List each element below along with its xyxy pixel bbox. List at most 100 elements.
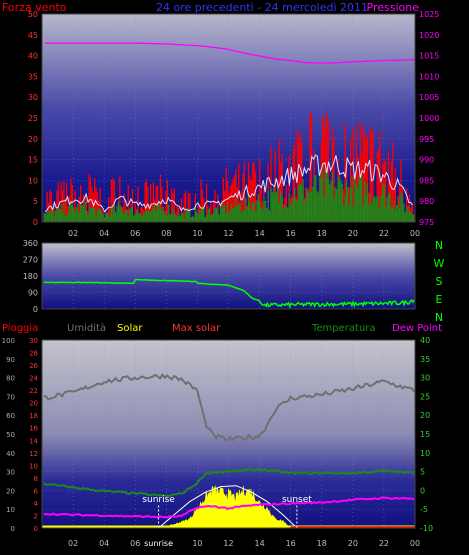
tick-label-rain: 4 [34, 500, 39, 508]
tick-label-pressure: 1015 [419, 52, 439, 61]
tick-label-wind: 15 [28, 156, 38, 165]
tick-label-temperature: 5 [420, 468, 425, 477]
x-tick-label: 18 [317, 229, 327, 238]
tick-label-temperature: 30 [420, 374, 430, 383]
tick-label-pressure: 985 [419, 176, 434, 185]
x-tick-label: 12 [223, 229, 233, 238]
tick-label-wind: 35 [28, 72, 38, 81]
tick-label-wind: 40 [28, 52, 38, 61]
ticks-pressure: 975 980 985 990 995 1000 1005 1010 1015 1020 1025 [419, 10, 439, 227]
x-tick-label: 02 [68, 229, 78, 238]
tick-label-direction: 0 [33, 305, 38, 314]
grid-top [42, 14, 415, 222]
x-ticks-bottom: 02 04 06 10 12 14 16 18 20 22 00 [68, 539, 420, 548]
tick-label-humidity: 80 [6, 375, 15, 383]
tick-label-humidity: 30 [6, 469, 15, 477]
legend-item: Solar [117, 323, 143, 334]
tick-label-humidity: 20 [6, 487, 15, 495]
sunrise-axis-label: sunrise [144, 539, 173, 548]
tick-label-wind: 5 [33, 197, 38, 206]
tick-label-temperature: -5 [420, 505, 428, 514]
tick-label-rain: 8 [34, 475, 38, 483]
tick-label-pressure: 1005 [419, 93, 439, 102]
tick-label-humidity: 50 [6, 431, 15, 439]
tick-label-wind: 10 [28, 176, 38, 185]
tick-label-rain: 16 [29, 425, 38, 433]
x-tick-label: 22 [379, 229, 389, 238]
x-tick-label: 06 [130, 229, 140, 238]
tick-label-temperature: 25 [420, 392, 430, 401]
tick-label-temperature: 15 [420, 430, 430, 439]
tick-label-temperature: 35 [420, 355, 430, 364]
series-bottom [42, 372, 415, 528]
tick-label-pressure: 1000 [419, 114, 439, 123]
series-mid [43, 278, 415, 309]
x-tick-label: 00 [410, 539, 420, 548]
tick-label-wind: 45 [28, 31, 38, 40]
tick-label-pressure: 980 [419, 197, 434, 206]
tick-label-direction: 180 [23, 272, 38, 281]
tick-label-pressure: 975 [419, 218, 434, 227]
x-tick-label: 08 [161, 229, 171, 238]
legend-item: Dew Point [392, 323, 442, 334]
sunrise-label: sunrise [142, 495, 175, 505]
tick-label-direction: 360 [23, 239, 38, 248]
tick-label-humidity: 0 [11, 525, 15, 533]
x-tick-label: 14 [254, 229, 264, 238]
tick-label-rain: 12 [29, 450, 38, 458]
x-tick-label: 18 [317, 539, 327, 548]
tick-label-humidity: 90 [6, 356, 15, 364]
direction-letter: N [435, 239, 443, 252]
tick-label-wind: 30 [28, 93, 38, 102]
title-pressure: Pressione [367, 1, 420, 14]
tick-label-wind: 0 [33, 218, 38, 227]
legend-bottom: Pioggia Umidità Solar Max solar Temperatura D… [2, 322, 442, 334]
tick-label-rain: 22 [29, 387, 38, 395]
tick-label-wind: 25 [28, 114, 38, 123]
tick-label-rain: 0 [34, 525, 38, 533]
tick-label-temperature: 40 [420, 336, 430, 345]
tick-label-pressure: 1010 [419, 72, 439, 81]
ticks-humidity: 0 10 20 30 40 50 60 70 80 90 100 [2, 337, 15, 533]
tick-label-humidity: 40 [6, 450, 15, 458]
x-tick-label: 00 [410, 229, 420, 238]
x-tick-label: 02 [68, 539, 78, 548]
temperature-line [43, 468, 415, 497]
direction-letter: W [434, 257, 445, 270]
tick-label-temperature: 0 [420, 486, 425, 495]
x-tick-label: 22 [379, 539, 389, 548]
tick-label-temperature: -10 [420, 524, 433, 533]
dew-point-line [43, 496, 415, 519]
x-tick-label: 04 [99, 229, 109, 238]
tick-label-temperature: 10 [420, 449, 430, 458]
tick-label-rain: 20 [29, 400, 38, 408]
direction-letter: N [435, 311, 443, 324]
direction-letter: E [436, 293, 443, 306]
ticks-direction: 0 90 180 270 360 [23, 239, 38, 314]
x-tick-label: 20 [348, 229, 358, 238]
tick-label-rain: 30 [29, 337, 38, 345]
tick-label-direction: 270 [23, 256, 38, 265]
solar-area [158, 484, 294, 528]
tick-label-wind: 50 [28, 10, 38, 19]
wind-avg-line [44, 154, 413, 213]
ticks-temperature: -10 -5 0 5 10 15 20 25 30 35 40 [420, 336, 433, 533]
legend-item: Temperatura [311, 323, 376, 334]
tick-label-temperature: 20 [420, 411, 430, 420]
x-tick-label: 04 [99, 539, 109, 548]
legend-item: Umidità [67, 322, 106, 334]
tick-label-rain: 10 [29, 462, 38, 470]
legend-item: Max solar [172, 323, 221, 334]
title-date: 24 ore precedenti - 24 mercoledì 2011 [156, 1, 368, 14]
tick-label-rain: 14 [29, 437, 38, 445]
wind-direction-line [43, 278, 415, 309]
tick-label-pressure: 990 [419, 156, 434, 165]
x-tick-label: 16 [286, 229, 296, 238]
tick-label-pressure: 995 [419, 135, 434, 144]
title-wind: Forza vento [2, 1, 67, 14]
